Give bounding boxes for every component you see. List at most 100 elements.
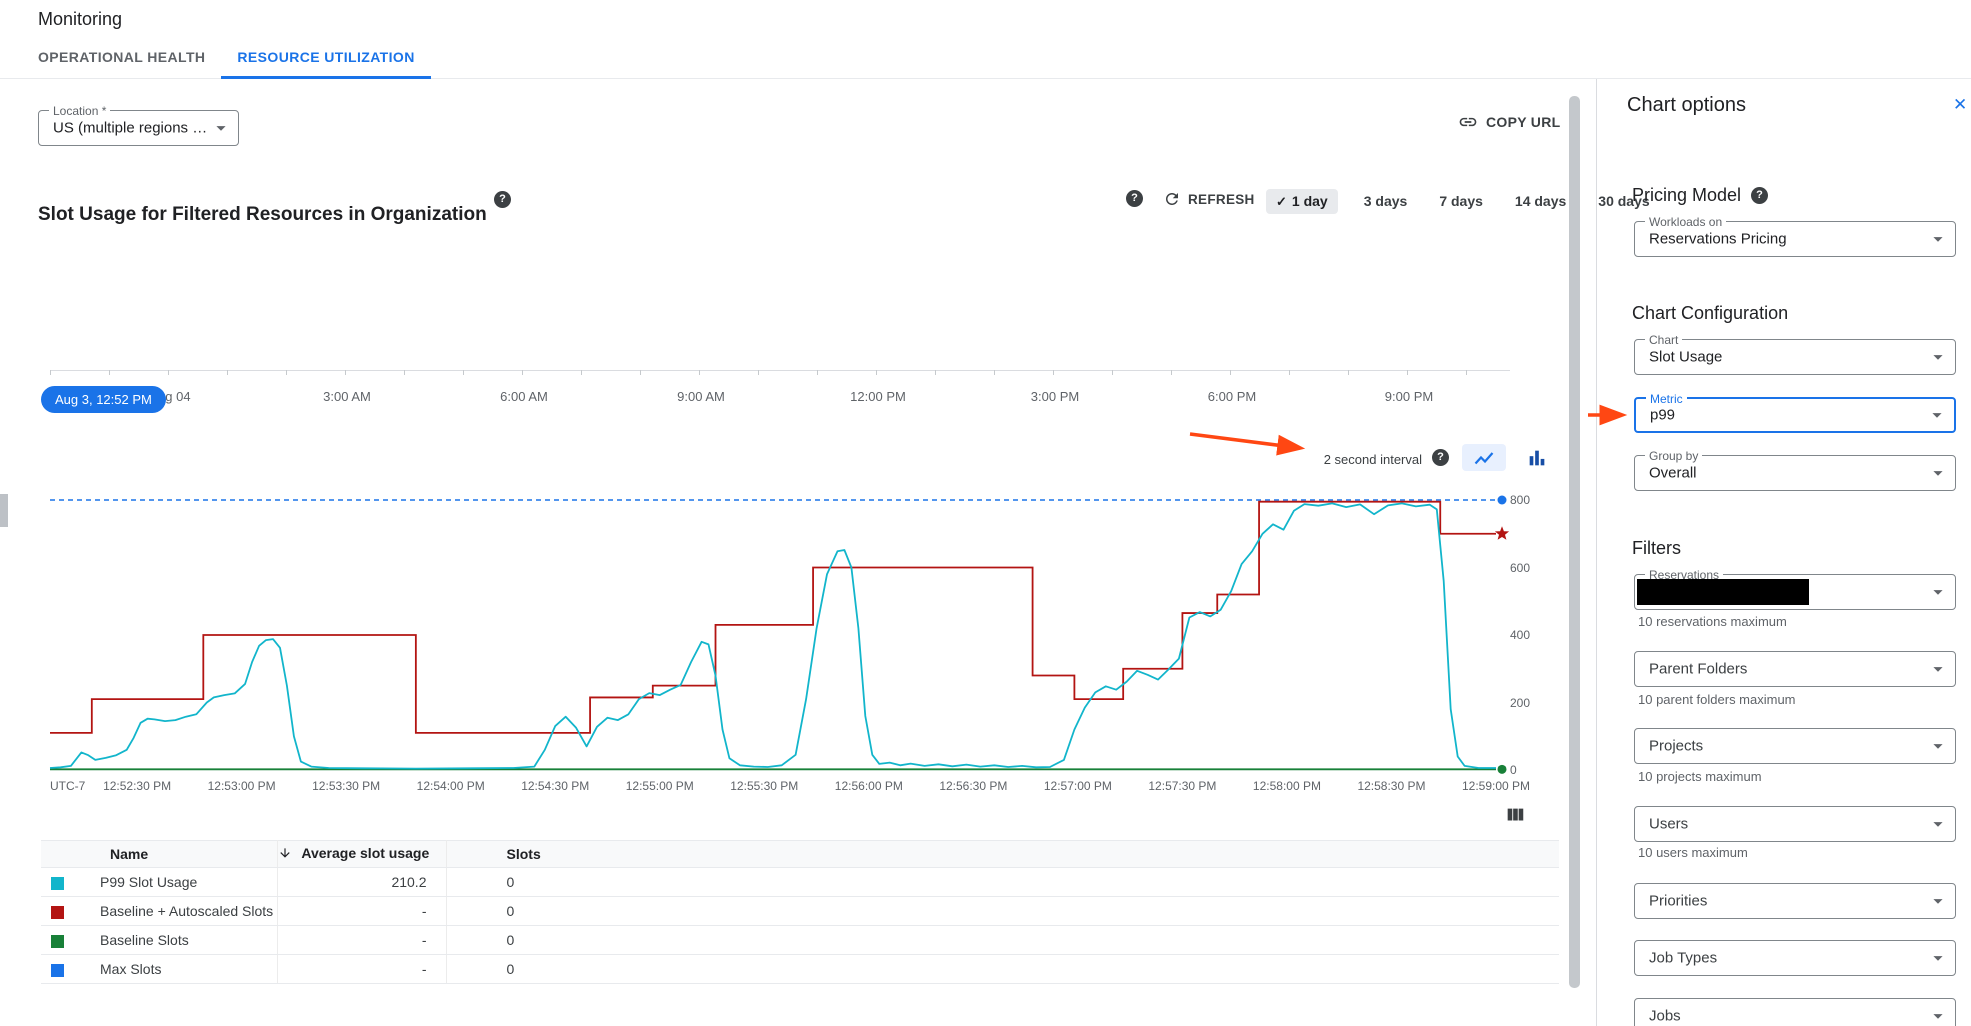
field-label: Reservations	[1645, 568, 1724, 582]
series-slots: 0	[446, 925, 1559, 955]
field-value: Reservations Pricing	[1649, 230, 1787, 248]
copy-url-button[interactable]: COPY URL	[1458, 112, 1561, 132]
range-1-day[interactable]: 1 day	[1266, 188, 1338, 214]
range-3-days[interactable]: 3 days	[1358, 189, 1414, 213]
range-30-days[interactable]: 30 days	[1592, 189, 1655, 213]
refresh-button[interactable]: REFRESH	[1163, 190, 1255, 208]
field-placeholder: Parent Folders	[1649, 660, 1748, 678]
timeline-label: 9:00 PM	[1384, 389, 1434, 404]
sidebar-title: Chart options	[1627, 94, 1746, 116]
series-average: -	[277, 896, 447, 926]
tab-label: OPERATIONAL HEALTH	[38, 49, 206, 65]
series-name: Baseline + Autoscaled Slots	[100, 903, 274, 919]
field-label: Metric	[1646, 392, 1687, 406]
help-icon[interactable]	[1126, 190, 1143, 207]
legend-header-row: Name Average slot usage Slots	[41, 840, 1559, 868]
timeline-label: 6:00 AM	[500, 389, 548, 404]
field-placeholder: Jobs	[1649, 1007, 1681, 1025]
timeline-label: 6:00 PM	[1207, 389, 1257, 404]
location-value: US (multiple regions in Un...	[53, 119, 208, 137]
range-7-days[interactable]: 7 days	[1433, 189, 1489, 213]
chart-configuration-heading: Chart Configuration	[1632, 303, 1788, 324]
legend-row[interactable]: Baseline + Autoscaled Slots -0	[41, 896, 1559, 926]
redacted-value	[1637, 579, 1809, 605]
bar-chart-toggle[interactable]	[1524, 446, 1550, 470]
sidebar-divider	[1596, 79, 1597, 1026]
interval-label: 2 second interval	[1323, 452, 1422, 467]
chart-title: Slot Usage for Filtered Resources in Org…	[38, 203, 487, 225]
series-color-swatch	[51, 905, 64, 919]
reservations-select[interactable]: Reservations	[1634, 568, 1956, 610]
priorities-select[interactable]: Priorities	[1634, 883, 1956, 919]
vertical-scrollbar[interactable]	[1569, 96, 1580, 988]
col-name[interactable]: Name	[41, 840, 278, 868]
sort-desc-icon	[278, 847, 296, 863]
parent-folders-helper: 10 parent folders maximum	[1638, 692, 1796, 707]
timeline-label: 3:00 AM	[323, 389, 371, 404]
metric-select[interactable]: Metric p99	[1634, 392, 1956, 433]
check-icon	[1276, 193, 1287, 210]
legend-row[interactable]: Max Slots -0	[41, 954, 1559, 984]
field-value: Overall	[1649, 464, 1697, 482]
close-panel-icon[interactable]	[1953, 95, 1967, 115]
chevron-down-icon	[1926, 404, 1948, 426]
heading-label: Pricing Model	[1632, 185, 1742, 205]
group-by-select[interactable]: Group by Overall	[1634, 449, 1956, 491]
users-helper: 10 users maximum	[1638, 845, 1748, 860]
tab-operational-health[interactable]: OPERATIONAL HEALTH	[22, 38, 221, 79]
tab-bar: OPERATIONAL HEALTH RESOURCE UTILIZATION	[0, 38, 1971, 79]
chart-select[interactable]: Chart Slot Usage	[1634, 333, 1956, 375]
field-label: Group by	[1645, 449, 1703, 463]
series-average: 210.2	[277, 867, 447, 897]
chevron-down-icon	[1927, 735, 1949, 757]
series-name: P99 Slot Usage	[100, 874, 198, 890]
chevron-down-icon	[1927, 346, 1949, 368]
copy-url-label: COPY URL	[1486, 114, 1561, 130]
series-color-swatch	[51, 934, 64, 948]
field-placeholder: Job Types	[1649, 949, 1718, 967]
users-select[interactable]: Users	[1634, 806, 1956, 842]
help-icon[interactable]	[494, 191, 511, 208]
tab-resource-utilization[interactable]: RESOURCE UTILIZATION	[221, 38, 431, 79]
series-slots: 0	[446, 954, 1559, 984]
timeline-label: 12:00 PM	[850, 389, 906, 404]
legend-table: Name Average slot usage Slots P99 Slot U…	[41, 840, 1559, 984]
series-color-swatch	[51, 963, 64, 977]
slot-usage-chart[interactable]	[49, 495, 1510, 774]
left-edge-handle[interactable]	[0, 494, 8, 527]
help-icon[interactable]	[1432, 449, 1449, 466]
line-chart-toggle[interactable]	[1462, 444, 1506, 471]
annotation-arrow	[1189, 432, 1306, 456]
column-settings-button[interactable]	[1504, 804, 1526, 826]
bar-chart-icon	[1526, 447, 1548, 469]
legend-row[interactable]: Baseline Slots -0	[41, 925, 1559, 955]
job-types-select[interactable]: Job Types	[1634, 940, 1956, 976]
range-14-days[interactable]: 14 days	[1509, 189, 1572, 213]
jobs-select[interactable]: Jobs	[1634, 998, 1956, 1026]
page-title: Monitoring	[38, 9, 123, 29]
col-slots[interactable]: Slots	[446, 840, 1559, 868]
parent-folders-select[interactable]: Parent Folders	[1634, 651, 1956, 687]
range-label: 3 days	[1363, 193, 1408, 209]
help-icon[interactable]	[1751, 187, 1769, 204]
chevron-down-icon	[1927, 1005, 1949, 1026]
range-label: 1 day	[1291, 193, 1328, 209]
filters-heading: Filters	[1632, 538, 1681, 559]
projects-select[interactable]: Projects	[1634, 728, 1956, 764]
line-chart-icon	[1472, 446, 1496, 470]
legend-row[interactable]: P99 Slot Usage 210.2 0	[41, 867, 1559, 897]
time-cursor-badge: Aug 3, 12:52 PM	[41, 386, 166, 413]
field-value: p99	[1650, 406, 1676, 424]
chevron-down-icon	[1927, 581, 1949, 603]
location-select[interactable]: Location * US (multiple regions in Un...	[38, 104, 239, 146]
projects-helper: 10 projects maximum	[1638, 769, 1762, 784]
refresh-label: REFRESH	[1188, 191, 1255, 207]
col-average-slot-usage[interactable]: Average slot usage	[277, 840, 447, 868]
chevron-down-icon	[210, 117, 232, 139]
series-name: Baseline Slots	[100, 932, 189, 948]
timeline-label: 3:00 PM	[1030, 389, 1080, 404]
workloads-on-select[interactable]: Workloads on Reservations Pricing	[1634, 215, 1956, 257]
refresh-icon	[1163, 190, 1181, 208]
field-placeholder: Users	[1649, 815, 1689, 833]
range-label: 7 days	[1439, 193, 1483, 209]
